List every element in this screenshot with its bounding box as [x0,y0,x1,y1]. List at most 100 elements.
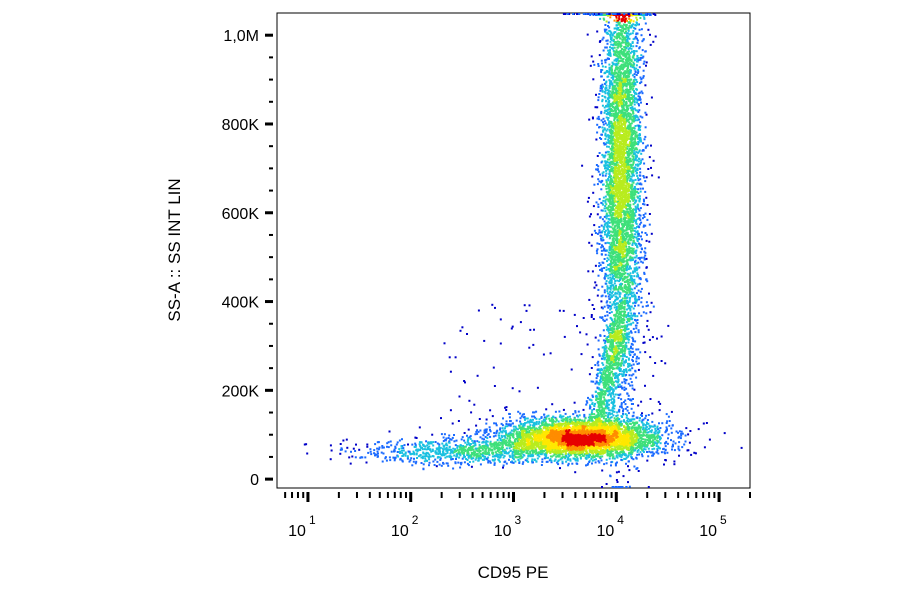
event-dot [574,436,577,439]
event-dot [611,93,614,96]
event-dot [583,448,586,450]
event-dot [628,265,631,268]
event-dot [519,433,521,436]
event-dot [628,427,631,430]
event-dot [571,421,574,423]
event-dot [601,434,603,437]
event-dot [613,407,616,410]
event-dot [467,437,470,439]
event-dot [678,449,681,452]
event-dot [523,424,526,427]
event-dot [642,428,644,431]
event-dot [670,431,673,434]
event-dot [551,446,554,449]
event-dot [619,240,622,243]
event-dot [610,440,613,443]
event-dot [504,436,507,439]
event-dot [503,441,505,444]
event-dot [594,106,597,109]
event-dot [539,431,542,433]
event-dot [638,425,641,428]
event-dot [641,434,644,437]
event-dot [529,444,532,447]
event-dot [623,244,626,247]
event-dot [495,432,498,435]
event-dot [604,138,607,140]
event-dot [498,441,501,444]
event-dot [493,432,496,434]
event-dot [607,437,610,440]
event-dot [615,182,618,185]
event-dot [560,431,563,434]
event-dot [585,447,588,450]
event-dot [614,426,617,429]
event-dot [614,430,617,433]
event-dot [572,445,575,448]
event-dot [641,441,644,443]
event-dot [530,437,533,440]
event-dot [604,448,607,451]
event-dot [500,422,503,425]
event-dot [605,446,608,449]
event-dot [631,425,634,428]
event-dot [529,431,532,434]
event-dot [642,449,645,452]
event-dot [641,116,644,119]
event-dot [495,430,498,433]
event-dot [578,425,581,428]
event-dot [652,425,655,428]
event-dot [547,432,550,435]
event-dot [546,415,549,418]
event-dot [504,425,507,428]
event-dot [635,428,638,430]
event-dot [530,420,533,422]
event-dot [553,459,556,462]
event-dot [608,445,611,448]
event-dot [523,429,526,432]
event-dot [600,436,603,439]
event-dot [550,443,553,446]
event-dot [550,439,553,442]
event-dot [644,351,647,354]
event-dot [608,170,611,173]
event-dot [485,428,488,431]
event-dot [639,417,641,420]
event-dot [658,429,661,432]
event-dot [559,439,562,442]
event-dot [499,430,502,433]
event-dot [574,419,577,421]
event-dot [545,456,548,459]
event-dot [572,437,575,440]
event-dot [528,431,530,434]
event-dot [656,426,659,429]
event-dot [560,427,563,430]
event-dot [666,442,669,445]
event-dot [636,437,639,440]
event-dot [622,437,624,440]
event-dot [579,452,582,454]
event-dot [593,450,596,453]
event-dot [590,423,593,426]
event-dot [625,47,628,49]
event-dot [578,414,581,417]
event-dot [563,427,566,430]
event-dot [619,438,622,440]
event-dot [620,445,623,448]
event-dot [539,435,542,438]
event-dot [573,418,576,421]
event-dot [648,427,650,430]
event-dot [632,444,635,447]
event-dot [566,448,569,451]
event-dot [610,427,613,430]
event-dot [664,448,667,451]
event-dot [609,308,612,311]
event-dot [605,269,608,271]
event-dot [646,438,649,441]
event-dot [632,153,635,156]
event-dot [605,58,608,61]
event-dot [566,425,569,428]
event-dot [581,442,584,445]
event-dot [595,448,598,451]
event-dot [634,205,637,208]
event-dot [611,448,614,451]
